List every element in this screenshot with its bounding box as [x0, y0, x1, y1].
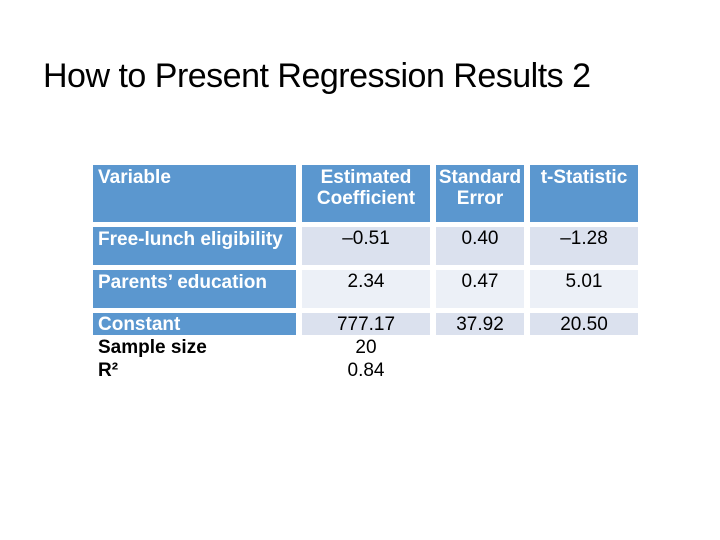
t-statistic-value-cell: 20.50 — [530, 313, 638, 335]
regression-results-table: Variable Estimated Coefficient Standard … — [93, 165, 638, 381]
coefficient-value-cell: –0.51 — [302, 227, 430, 265]
table-row-variable-cell: Free-lunch eligibility — [93, 227, 296, 265]
sample-size-label: Sample size — [98, 337, 207, 358]
standard-error-value-cell: 37.92 — [436, 313, 524, 335]
constant-label: Constant — [98, 314, 181, 335]
coefficient-value-cell: 777.17 20 0.84 — [302, 313, 430, 381]
header-line: Coefficient — [316, 188, 416, 209]
header-cell-estimated-coefficient: Estimated Coefficient — [302, 165, 430, 222]
header-line: Standard — [438, 167, 522, 188]
table-row-variable-cell: Parents’ education — [93, 270, 296, 308]
header-line: Estimated — [320, 167, 412, 188]
sample-size-value: 20 — [355, 337, 377, 358]
standard-error-value-cell: 0.47 — [436, 270, 524, 308]
header-line: Error — [456, 188, 504, 209]
t-statistic-value-cell: 5.01 — [530, 270, 638, 308]
header-cell-t-statistic: t-Statistic — [530, 165, 638, 222]
header-cell-standard-error: Standard Error — [436, 165, 524, 222]
constant-value: 777.17 — [336, 314, 396, 335]
standard-error-value-cell: 0.40 — [436, 227, 524, 265]
header-cell-variable: Variable — [93, 165, 296, 222]
table-row-variable-cell: Constant Sample size R² — [93, 313, 296, 381]
slide-title: How to Present Regression Results 2 — [43, 57, 591, 95]
t-statistic-value-cell: –1.28 — [530, 227, 638, 265]
coefficient-value-cell: 2.34 — [302, 270, 430, 308]
r-squared-label: R² — [98, 360, 119, 381]
r-squared-value: 0.84 — [347, 360, 385, 381]
